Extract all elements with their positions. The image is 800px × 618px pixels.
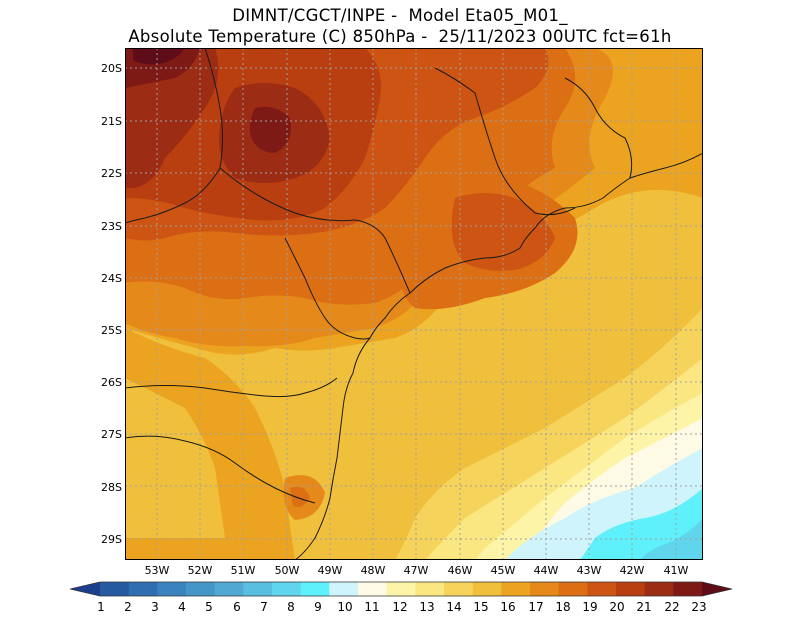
colorbar-swatch [214, 582, 244, 596]
map-frame [125, 48, 703, 560]
colorbar-swatch [300, 582, 330, 596]
colorbar-swatch [472, 582, 502, 596]
lat-label-29s: 29S [101, 533, 122, 546]
colorbar-label-13: 13 [419, 600, 435, 614]
colorbar-swatch [530, 582, 560, 596]
lat-label-25s: 25S [101, 324, 122, 337]
colorbar-swatch [501, 582, 531, 596]
lon-label-53w: 53W [144, 564, 170, 577]
coastlines-borders [125, 48, 703, 560]
colorbar-swatch [558, 582, 588, 596]
colorbar-label-19: 19 [582, 600, 598, 614]
lon-label-42w: 42W [619, 564, 645, 577]
lat-label-22s: 22S [101, 167, 122, 180]
colorbar [70, 581, 732, 597]
colorbar-swatch [673, 582, 703, 596]
colorbar-label-9: 9 [314, 600, 322, 614]
colorbar-swatch [386, 582, 416, 596]
colorbar-swatch [100, 582, 130, 596]
colorbar-label-5: 5 [205, 600, 213, 614]
lon-label-52w: 52W [187, 564, 213, 577]
lat-label-20s: 20S [101, 62, 122, 75]
lon-label-46w: 46W [447, 564, 473, 577]
colorbar-swatch [358, 582, 388, 596]
lon-label-49w: 49W [317, 564, 343, 577]
colorbar-label-20: 20 [609, 600, 625, 614]
lon-label-41w: 41W [663, 564, 689, 577]
colorbar-label-10: 10 [337, 600, 353, 614]
lon-label-44w: 44W [533, 564, 559, 577]
colorbar-label-15: 15 [473, 600, 489, 614]
colorbar-label-8: 8 [287, 600, 295, 614]
colorbar-label-6: 6 [233, 600, 241, 614]
colorbar-label-3: 3 [151, 600, 159, 614]
lon-label-51w: 51W [230, 564, 256, 577]
colorbar-swatch [157, 582, 187, 596]
colorbar-label-18: 18 [555, 600, 571, 614]
title-line-1: DIMNT/CGCT/INPE - Model Eta05_M01_ [232, 6, 568, 25]
colorbar-label-7: 7 [260, 600, 268, 614]
colorbar-label-22: 22 [664, 600, 680, 614]
colorbar-swatch [644, 582, 674, 596]
colorbar-label-21: 21 [636, 600, 652, 614]
colorbar-label-1: 1 [97, 600, 105, 614]
colorbar-swatch [243, 582, 273, 596]
lon-label-43w: 43W [576, 564, 602, 577]
colorbar-swatch [128, 582, 158, 596]
colorbar-label-11: 11 [364, 600, 380, 614]
colorbar-swatch [616, 582, 646, 596]
lat-label-26s: 26S [101, 376, 122, 389]
colorbar-label-2: 2 [124, 600, 132, 614]
colorbar-swatch [587, 582, 617, 596]
grid-lines [125, 48, 703, 560]
lat-label-21s: 21S [101, 115, 122, 128]
lon-label-45w: 45W [490, 564, 516, 577]
colorbar-swatch [444, 582, 474, 596]
colorbar-swatch [186, 582, 216, 596]
lon-label-48w: 48W [360, 564, 386, 577]
colorbar-swatch [702, 582, 732, 596]
colorbar-swatch [272, 582, 302, 596]
lat-label-28s: 28S [101, 481, 122, 494]
lon-label-47w: 47W [403, 564, 429, 577]
lat-label-27s: 27S [101, 428, 122, 441]
colorbar-label-23: 23 [691, 600, 707, 614]
lon-label-50w: 50W [274, 564, 300, 577]
colorbar-swatch [70, 582, 100, 596]
lat-label-24s: 24S [101, 272, 122, 285]
colorbar-swatch [329, 582, 359, 596]
colorbar-label-16: 16 [500, 600, 516, 614]
colorbar-label-4: 4 [178, 600, 186, 614]
colorbar-label-14: 14 [446, 600, 462, 614]
colorbar-label-17: 17 [528, 600, 544, 614]
colorbar-label-12: 12 [392, 600, 408, 614]
temperature-field [125, 48, 703, 560]
colorbar-swatch [415, 582, 445, 596]
colorbar-outline [70, 581, 732, 597]
temperature-map [125, 48, 703, 560]
lat-label-23s: 23S [101, 220, 122, 233]
title-line-2: Absolute Temperature (C) 850hPa - 25/11/… [128, 27, 672, 46]
